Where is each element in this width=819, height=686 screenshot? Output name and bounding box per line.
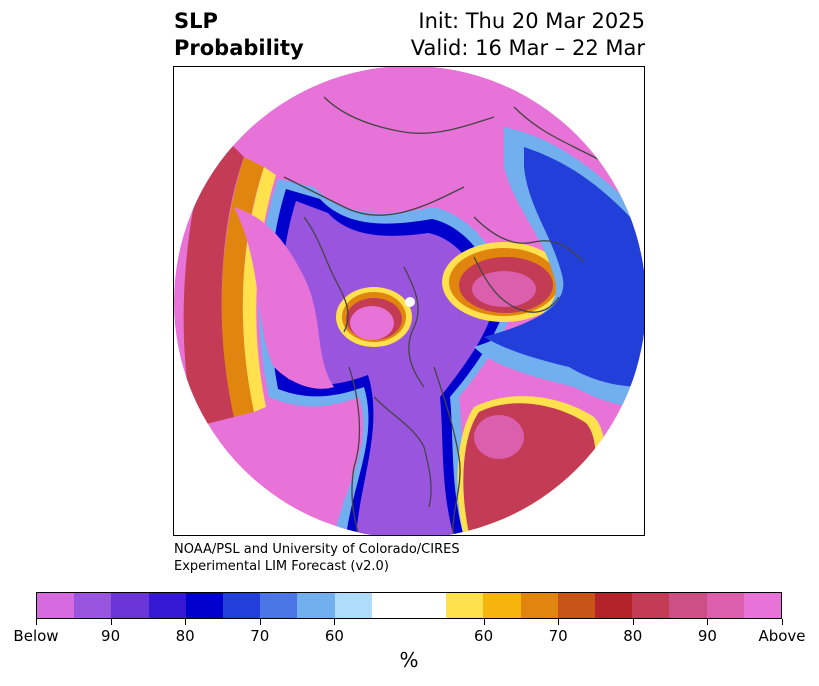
- title-variable: SLP: [174, 9, 218, 33]
- forecast-dates: Init: Thu 20 Mar 2025 Valid: 16 Mar – 22…: [411, 8, 645, 62]
- polar-map: [173, 66, 645, 536]
- colorbar-segment: [260, 593, 298, 618]
- colorbar-segment: [148, 593, 186, 618]
- north-pole-marker: [405, 297, 415, 307]
- colorbar-tick-label: 80: [623, 627, 643, 645]
- colorbar-unit: %: [399, 648, 419, 672]
- colorbar-tick-label: 60: [474, 627, 494, 645]
- init-date: Init: Thu 20 Mar 2025: [418, 9, 645, 33]
- valid-range: Valid: 16 Mar – 22 Mar: [410, 36, 645, 60]
- colorbar-tick-label: 60: [324, 627, 344, 645]
- probability-field: [174, 67, 644, 535]
- colorbar-tick-label: 80: [175, 627, 195, 645]
- credit-text: NOAA/PSL and University of Colorado/CIRE…: [174, 541, 460, 575]
- credit-line-2: Experimental LIM Forecast (v2.0): [174, 559, 389, 574]
- colorbar-tick-label: 70: [548, 627, 568, 645]
- colorbar-segment: [371, 593, 410, 618]
- colorbar-tick: [632, 619, 634, 625]
- colorbar-tick-label: Below: [13, 627, 59, 645]
- title-field: Probability: [174, 36, 304, 60]
- field-band-pacific-red: [183, 127, 244, 427]
- field-siberia-above: [301, 67, 534, 206]
- field-canada-above: [350, 306, 394, 340]
- colorbar-segment: [446, 593, 484, 618]
- colorbar-segment: [520, 593, 558, 618]
- colorbar: [36, 592, 782, 619]
- colorbar-segment: [669, 593, 707, 618]
- colorbar-segment: [595, 593, 633, 618]
- colorbar-segment: [632, 593, 670, 618]
- colorbar-tick: [185, 619, 187, 625]
- map-title: SLP Probability: [174, 8, 304, 62]
- colorbar-tick-label: 90: [697, 627, 717, 645]
- field-below-mid: [281, 201, 492, 535]
- colorbar-tick: [483, 619, 485, 625]
- coastlines: [283, 96, 635, 535]
- colorbar-tick: [36, 619, 37, 625]
- colorbar-segment: [483, 593, 521, 618]
- colorbar-segment: [706, 593, 744, 618]
- colorbar-segment: [409, 593, 447, 618]
- colorbar-segment: [111, 593, 149, 618]
- colorbar-tick-label: 70: [250, 627, 270, 645]
- colorbar-segment: [743, 593, 782, 618]
- field-natl-pink: [474, 415, 524, 459]
- credit-line-1: NOAA/PSL and University of Colorado/CIRE…: [174, 542, 460, 557]
- colorbar-tick: [110, 619, 112, 625]
- colorbar-tick: [334, 619, 336, 625]
- probability-map-svg: [174, 67, 644, 535]
- colorbar-segment: [334, 593, 372, 618]
- colorbar-segment: [297, 593, 335, 618]
- field-above-west: [234, 207, 334, 389]
- colorbar-tick: [558, 619, 560, 625]
- colorbar-segment: [37, 593, 75, 618]
- colorbar-segment: [223, 593, 261, 618]
- colorbar-tick: [707, 619, 709, 625]
- field-europe-pink: [472, 271, 536, 307]
- colorbar-tick-label: 90: [101, 627, 121, 645]
- field-atlantic-below: [484, 147, 644, 387]
- colorbar-segment: [74, 593, 112, 618]
- colorbar-segment: [185, 593, 224, 618]
- colorbar-segment: [557, 593, 596, 618]
- field-band-pacific-orange: [221, 157, 264, 417]
- colorbar-tick: [782, 619, 783, 625]
- colorbar-tick-label: Above: [758, 627, 806, 645]
- colorbar-tick: [259, 619, 261, 625]
